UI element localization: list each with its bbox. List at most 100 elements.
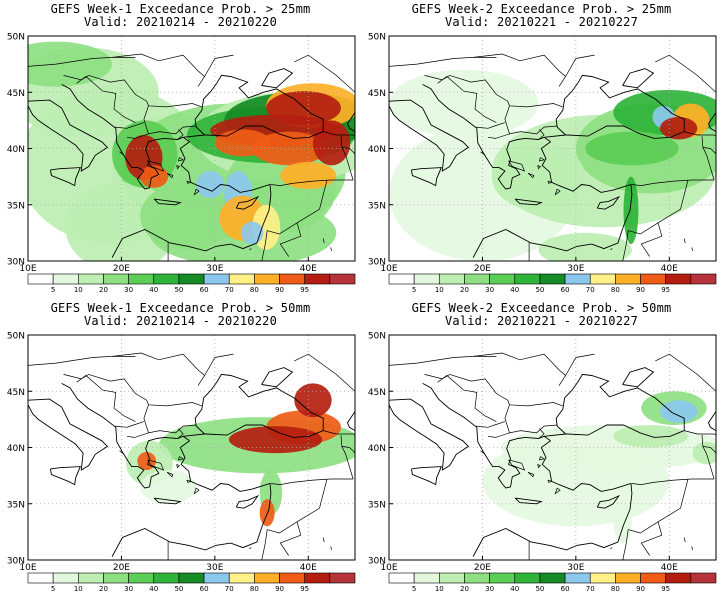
- country-border: [538, 428, 545, 439]
- lon-label: 20E: [474, 264, 491, 274]
- lat-label: 50N: [368, 33, 386, 43]
- colorbar-label: 60: [200, 286, 209, 294]
- coastline: [49, 167, 81, 187]
- country-border: [270, 478, 354, 485]
- country-border: [449, 374, 563, 407]
- colorbar-label: 60: [561, 286, 570, 294]
- lat-label: 45N: [7, 388, 25, 398]
- coastline: [28, 99, 109, 172]
- colorbar-swatch: [514, 572, 541, 584]
- colorbar-label: 5: [51, 585, 55, 593]
- lon-label: 20E: [474, 563, 491, 573]
- country-border: [63, 75, 89, 81]
- coastline: [472, 141, 633, 258]
- colorbar-swatch: [589, 273, 616, 285]
- country-border: [504, 105, 558, 135]
- probability-contour: [659, 117, 698, 140]
- country-border: [341, 147, 355, 155]
- colorbar-label: 20: [99, 286, 108, 294]
- lon-label: 40E: [300, 563, 317, 573]
- island: [166, 172, 174, 179]
- colorbar-label: 20: [460, 286, 469, 294]
- coastline: [622, 68, 655, 89]
- colorbar-label: 30: [124, 286, 133, 294]
- colorbar-swatch: [329, 273, 356, 285]
- colorbar-label: 5: [412, 286, 416, 294]
- colorbar-swatch: [413, 273, 440, 285]
- lat-label: 35N: [7, 500, 25, 510]
- coastline: [622, 367, 655, 388]
- colorbar-swatch: [228, 572, 255, 584]
- country-border: [449, 75, 563, 108]
- colorbar-label: 80: [611, 286, 620, 294]
- colorbar-label: 40: [149, 585, 158, 593]
- colorbar-label: 10: [435, 585, 444, 593]
- country-border: [340, 136, 354, 181]
- coastline: [422, 84, 551, 190]
- coastline: [514, 497, 543, 505]
- lat-label: 30N: [368, 557, 386, 567]
- coastline: [153, 497, 182, 505]
- country-border: [475, 122, 506, 129]
- colorbar-swatch: [564, 273, 591, 285]
- colorbar-swatch: [615, 273, 641, 285]
- country-border: [294, 54, 355, 93]
- coastline: [111, 440, 272, 557]
- probability-contour: [613, 498, 632, 544]
- coastline: [261, 367, 294, 388]
- island: [537, 464, 541, 469]
- island: [193, 188, 200, 196]
- colorbar-label: 90: [636, 286, 645, 294]
- country-border: [640, 222, 663, 257]
- country-border: [437, 375, 497, 422]
- country-border: [204, 353, 234, 376]
- colorbar-swatch: [388, 572, 415, 584]
- country-border: [126, 432, 149, 438]
- lat-label: 35N: [368, 500, 386, 510]
- coastline: [49, 466, 81, 486]
- country-border: [279, 222, 302, 257]
- island: [119, 450, 125, 455]
- country-border: [294, 353, 355, 392]
- colorbar-label: 10: [435, 286, 444, 294]
- colorbar-label: 50: [535, 286, 544, 294]
- colorbar-swatch: [128, 572, 155, 584]
- island: [186, 180, 192, 184]
- colorbar-label: 20: [460, 585, 469, 593]
- country-border: [640, 521, 663, 556]
- country-border: [702, 446, 716, 454]
- colorbar-swatch: [203, 273, 230, 285]
- country-border: [622, 529, 629, 560]
- colorbar-swatch: [539, 572, 566, 584]
- colorbar-swatch: [203, 572, 230, 584]
- coastline: [544, 74, 685, 139]
- country-border: [114, 122, 145, 129]
- coastline: [183, 74, 324, 139]
- island: [186, 479, 192, 483]
- country-border: [389, 352, 567, 386]
- coastline: [596, 195, 621, 210]
- lon-label: 30E: [567, 264, 584, 274]
- panel-title: GEFS Week-2 Exceedance Prob. > 25mm: [411, 2, 672, 16]
- panel-valid-dates: Valid: 20210221 - 20210227: [444, 314, 639, 328]
- panel-week2-50mm: GEFS Week-2 Exceedance Prob. > 50mm Vali…: [361, 299, 722, 598]
- island: [330, 247, 332, 251]
- colorbar-swatch: [153, 273, 180, 285]
- colorbar-label: 70: [225, 585, 234, 593]
- colorbar-label: 5: [51, 286, 55, 294]
- country-border: [424, 75, 450, 81]
- island: [691, 247, 693, 251]
- colorbar-label: 80: [250, 585, 259, 593]
- probability-contour: [228, 426, 323, 454]
- island: [610, 248, 613, 251]
- probability-contour: [280, 162, 337, 189]
- country-border: [628, 478, 689, 534]
- coastline: [61, 84, 190, 190]
- colorbar-swatch: [690, 273, 717, 285]
- lat-label: 35N: [368, 201, 386, 211]
- colorbar-label: 95: [661, 585, 670, 593]
- colorbar-swatch: [178, 572, 205, 584]
- coastline: [410, 466, 442, 486]
- coastline: [153, 198, 182, 206]
